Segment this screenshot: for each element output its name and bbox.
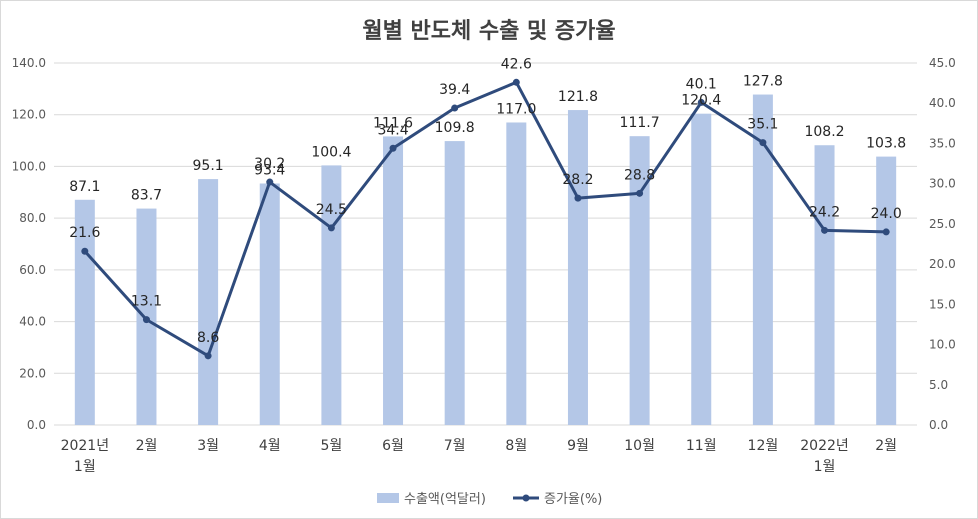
chart-title: 월별 반도체 수출 및 증가율 (362, 19, 616, 44)
line-point (142, 316, 150, 324)
line-point (451, 104, 459, 112)
bar-data-label: 111.6 (373, 115, 413, 131)
line-data-label: 21.6 (69, 225, 100, 241)
x-tick-label: 12월 (748, 438, 779, 454)
y-right-tick-label: 45.0 (929, 56, 956, 70)
line-data-label: 13.1 (131, 294, 162, 310)
x-tick-label: 2022년 (800, 438, 849, 454)
bar-data-label: 121.8 (558, 89, 598, 105)
line-point (512, 78, 520, 86)
x-tick-label: 1월 (814, 459, 836, 475)
bar (567, 110, 588, 425)
line-data-label: 35.1 (747, 117, 778, 133)
bar (444, 141, 465, 426)
bar-data-label: 100.4 (311, 144, 351, 160)
x-tick-label: 7월 (444, 438, 466, 454)
line-point (821, 226, 829, 234)
bar (752, 94, 773, 425)
bar (506, 122, 527, 425)
line-point (204, 352, 212, 360)
bar-data-label: 120.4 (681, 93, 721, 109)
line-data-label: 30.2 (254, 156, 285, 172)
bar (814, 145, 835, 425)
line-data-label: 24.0 (871, 206, 902, 222)
x-tick-label: 8월 (505, 438, 527, 454)
bar-data-label: 127.8 (743, 74, 783, 90)
x-tick-label: 11월 (686, 438, 717, 454)
y-left-tick-label: 80.0 (19, 211, 46, 225)
y-left-tick-label: 0.0 (27, 418, 46, 432)
line-data-label: 40.1 (686, 76, 717, 92)
line-data-label: 28.2 (562, 172, 593, 188)
bar (259, 183, 280, 425)
bar-data-label: 109.8 (435, 120, 475, 136)
x-tick-label: 4월 (259, 438, 281, 454)
x-tick-label: 6월 (382, 438, 404, 454)
line-data-label: 24.5 (316, 202, 347, 218)
line-point (697, 98, 705, 106)
line-data-label: 28.8 (624, 167, 655, 183)
line-data-label: 34.4 (377, 122, 408, 138)
y-left-tick-label: 40.0 (19, 315, 46, 329)
bar-data-label: 108.2 (804, 124, 844, 140)
bar (876, 156, 897, 426)
bar-data-label: 87.1 (69, 179, 100, 195)
y-left-tick-label: 120.0 (12, 108, 46, 122)
line-data-label: 24.2 (809, 204, 840, 220)
bar-data-label: 93.4 (254, 162, 285, 178)
y-right-tick-label: 35.0 (929, 136, 956, 150)
line-point (574, 194, 582, 202)
y-left-tick-label: 100.0 (12, 159, 46, 173)
y-left-tick-label: 60.0 (19, 263, 46, 277)
y-right-tick-label: 30.0 (929, 177, 956, 191)
y-right-tick-label: 20.0 (929, 257, 956, 271)
y-right-tick-label: 5.0 (929, 378, 948, 392)
line-point (389, 144, 397, 152)
x-tick-label: 10월 (624, 438, 655, 454)
line-data-label: 39.4 (439, 82, 470, 98)
x-tick-label: 5월 (320, 438, 342, 454)
line-point (882, 228, 890, 236)
x-tick-label: 3월 (197, 438, 219, 454)
x-tick-label: 2021년 (61, 438, 110, 454)
bar (629, 136, 650, 425)
bar (198, 179, 219, 425)
y-left-tick-label: 20.0 (19, 366, 46, 380)
x-tick-label: 2월 (875, 438, 897, 454)
legend-line-label: 증가율(%) (544, 492, 602, 507)
bar (321, 165, 342, 425)
line-point (759, 139, 767, 147)
y-right-tick-label: 0.0 (929, 418, 948, 432)
bar-data-label: 95.1 (193, 158, 224, 174)
y-right-tick-label: 40.0 (929, 96, 956, 110)
line-point (81, 247, 89, 255)
line-point (636, 189, 644, 197)
x-tick-label: 2월 (136, 438, 158, 454)
bar (691, 113, 712, 426)
legend-line-marker (522, 494, 530, 502)
y-left-tick-label: 140.0 (12, 56, 46, 70)
bar-data-label: 103.8 (866, 136, 906, 152)
line-data-label: 42.6 (501, 56, 532, 72)
line-point (327, 224, 335, 232)
bar-data-label: 83.7 (131, 188, 162, 204)
y-right-tick-label: 10.0 (929, 338, 956, 352)
y-right-tick-label: 25.0 (929, 217, 956, 231)
line-point (266, 178, 274, 186)
legend-bar-swatch (377, 493, 399, 503)
x-tick-label: 1월 (74, 459, 96, 475)
bar (383, 136, 404, 426)
series-line (83, 80, 887, 358)
y-right-tick-label: 15.0 (929, 297, 956, 311)
line-data-label: 8.6 (197, 330, 219, 346)
bar-data-label: 117.0 (496, 101, 536, 117)
legend-bar-label: 수출액(억달러) (404, 492, 486, 507)
bar-data-label: 111.7 (620, 115, 660, 131)
x-tick-label: 9월 (567, 438, 589, 454)
